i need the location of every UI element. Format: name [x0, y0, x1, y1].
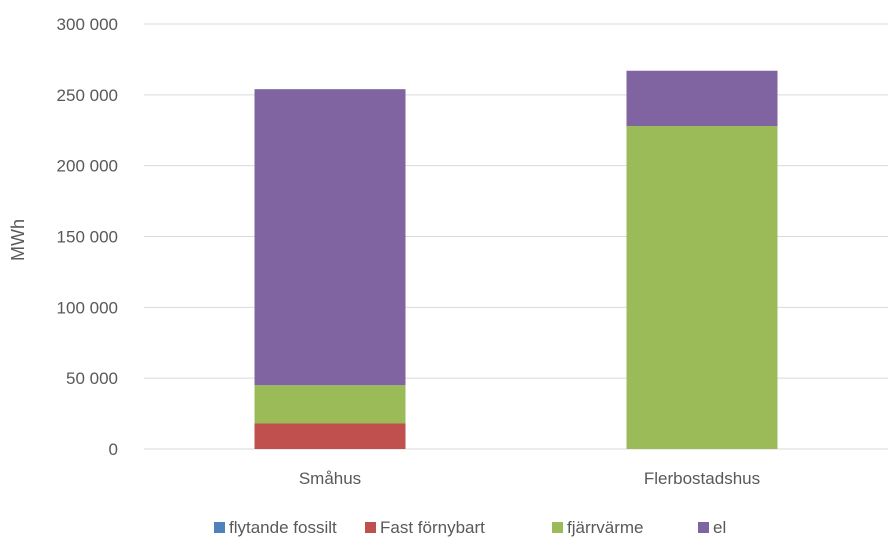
legend-label: el: [713, 518, 726, 537]
y-axis-ticks: 0 50 000 100 000 150 000 200 000 250 000 300 0…: [57, 15, 118, 459]
y-tick-label: 0: [109, 440, 118, 459]
bar-segment-2-3: [626, 126, 778, 449]
bar-segment-1-4: [254, 89, 406, 386]
x-category-label: Småhus: [299, 469, 361, 488]
y-tick-label: 150 000: [57, 228, 118, 247]
legend-label: flytande fossilt: [229, 518, 337, 537]
legend: flytande fossilt Fast förnybart fjärrvärme…: [214, 518, 726, 537]
bar-segment-1-3: [254, 385, 406, 424]
bars: [254, 70, 778, 449]
y-tick-label: 100 000: [57, 298, 118, 317]
legend-swatch: [698, 522, 709, 533]
legend-swatch: [365, 522, 376, 533]
y-tick-label: 50 000: [66, 369, 118, 388]
legend-label: Fast förnybart: [380, 518, 485, 537]
y-tick-label: 250 000: [57, 86, 118, 105]
y-tick-label: 300 000: [57, 15, 118, 34]
legend-label: fjärrvärme: [567, 518, 644, 537]
y-axis-title: MWh: [8, 219, 28, 261]
bar-segment-1-2: [254, 423, 406, 449]
legend-swatch: [552, 522, 563, 533]
x-category-label: Flerbostadshus: [644, 469, 760, 488]
x-axis-categories: Småhus Flerbostadshus: [299, 469, 760, 488]
legend-swatch: [214, 522, 225, 533]
bar-segment-2-4: [626, 70, 778, 126]
y-tick-label: 200 000: [57, 157, 118, 176]
